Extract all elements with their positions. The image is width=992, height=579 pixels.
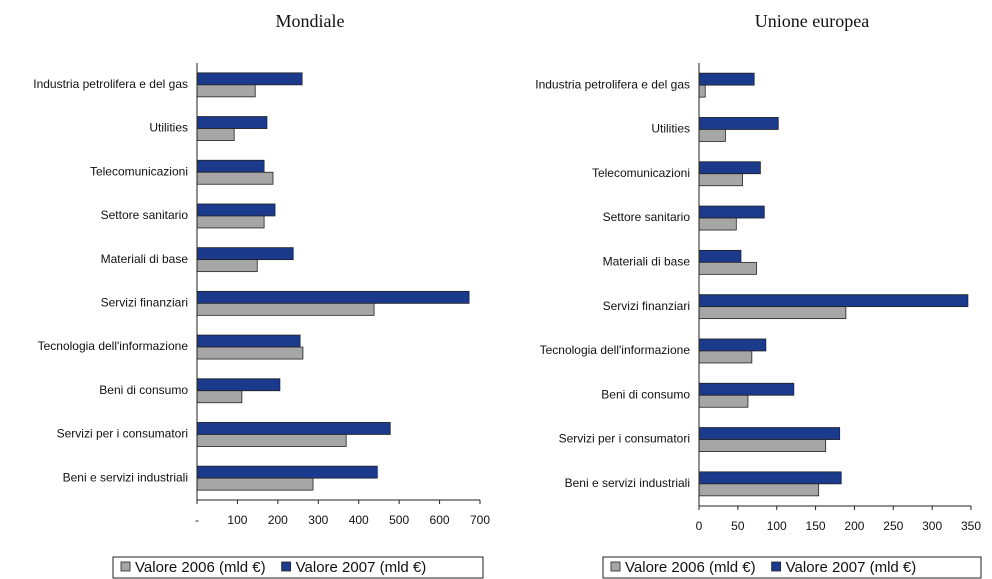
legend-swatch	[281, 561, 292, 572]
legend-box	[602, 556, 982, 579]
bar	[698, 205, 765, 219]
y-tick-label: Beni e servizi industriali	[63, 470, 188, 484]
y-tick-label: Servizi finanziari	[603, 299, 690, 313]
legend-swatch	[771, 561, 782, 572]
bar	[196, 290, 470, 304]
bar	[196, 390, 243, 404]
bar	[698, 439, 827, 452]
bar	[698, 427, 841, 440]
bar	[196, 116, 268, 129]
chart-title: Unione europea	[755, 11, 869, 31]
legend-label: Valore 2006 (mld €)	[625, 559, 756, 576]
bar	[196, 84, 256, 98]
bar	[196, 215, 265, 229]
y-tick-label: Settore sanitario	[101, 208, 189, 222]
legend-box	[112, 556, 484, 579]
y-tick-label: Materiali di base	[603, 255, 691, 269]
bar	[196, 171, 274, 185]
y-tick-label: Beni di consumo	[99, 383, 188, 397]
x-tick-label: 50	[731, 519, 745, 533]
bar	[698, 173, 743, 187]
bar	[698, 249, 742, 263]
bar	[196, 203, 276, 217]
y-tick-label: Utilities	[149, 121, 188, 135]
bar	[196, 302, 375, 316]
bar	[196, 477, 314, 491]
bar	[698, 483, 820, 497]
y-tick-label: Beni di consumo	[601, 387, 690, 401]
x-tick-label: 100	[227, 513, 247, 527]
bar	[196, 159, 265, 173]
bar	[698, 394, 749, 408]
bar	[698, 217, 737, 231]
legend-label: Valore 2007 (mld €)	[296, 559, 427, 576]
x-tick-label: 100	[767, 519, 787, 533]
legend-label: Valore 2006 (mld €)	[135, 559, 266, 576]
y-tick-label: Tecnologia dell'informazione	[540, 343, 691, 357]
x-tick-label: 400	[349, 513, 369, 527]
bar	[196, 128, 235, 141]
bar	[698, 471, 842, 485]
y-tick-label: Utilities	[651, 122, 690, 136]
y-tick-label: Servizi per i consumatori	[57, 427, 188, 441]
legend-label: Valore 2007 (mld €)	[786, 559, 917, 576]
x-tick-label: 600	[430, 513, 450, 527]
bar	[196, 247, 294, 261]
bar	[196, 422, 391, 435]
y-tick-label: Settore sanitario	[603, 210, 691, 224]
x-tick-label: 300	[308, 513, 328, 527]
bar	[698, 161, 761, 175]
y-tick-label: Servizi per i consumatori	[559, 432, 690, 446]
x-tick-label: 700	[470, 513, 490, 527]
x-tick-label: 200	[268, 513, 288, 527]
y-tick-label: Telecomunicazioni	[592, 166, 690, 180]
chart-title: Mondiale	[276, 11, 345, 31]
y-tick-label: Servizi finanziari	[101, 296, 188, 310]
x-tick-label: 350	[961, 519, 981, 533]
bar	[698, 84, 706, 98]
bar	[196, 346, 304, 360]
y-tick-label: Industria petrolifera e del gas	[33, 77, 188, 91]
bar	[698, 338, 767, 352]
y-tick-label: Beni e servizi industriali	[565, 476, 690, 490]
x-tick-label: 150	[806, 519, 826, 533]
bar	[698, 117, 779, 130]
legend-swatch	[120, 561, 131, 572]
bar	[698, 294, 969, 308]
bar	[196, 465, 378, 479]
x-tick-label: 300	[922, 519, 942, 533]
bar	[196, 434, 347, 447]
bar	[196, 259, 258, 273]
bar	[698, 306, 847, 320]
bar	[196, 334, 301, 348]
x-tick-label: 0	[696, 519, 703, 533]
legend-swatch	[610, 561, 621, 572]
y-tick-label: Tecnologia dell'informazione	[38, 339, 189, 353]
bar	[196, 378, 281, 392]
y-tick-label: Industria petrolifera e del gas	[535, 77, 690, 91]
x-tick-label: 200	[844, 519, 864, 533]
bar	[698, 72, 755, 86]
bar	[196, 72, 303, 86]
bar	[698, 129, 726, 142]
x-tick-label: 250	[883, 519, 903, 533]
x-tick-label: -	[195, 513, 199, 527]
bar	[698, 382, 795, 396]
y-tick-label: Telecomunicazioni	[90, 164, 188, 178]
bar	[698, 350, 753, 364]
y-tick-label: Materiali di base	[101, 252, 189, 266]
x-tick-label: 500	[389, 513, 409, 527]
bar	[698, 261, 757, 275]
